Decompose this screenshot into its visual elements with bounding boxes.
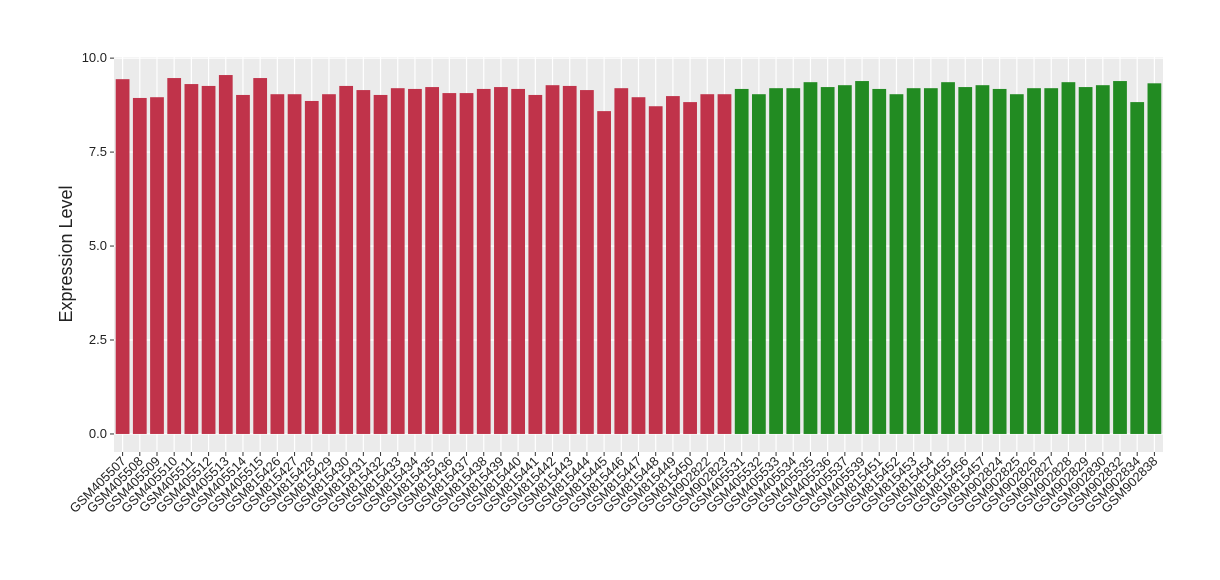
bar: [218, 75, 233, 434]
y-tick-label: 7.5: [89, 144, 107, 159]
bar: [511, 88, 526, 434]
bar: [992, 88, 1007, 434]
bar: [1061, 82, 1076, 434]
bar: [1130, 102, 1145, 434]
bar: [236, 94, 250, 434]
bar: [855, 81, 869, 434]
bar: [476, 88, 491, 434]
bar: [304, 100, 319, 434]
bar: [132, 97, 147, 434]
bar: [253, 78, 268, 434]
bar: [889, 94, 904, 434]
bar: [373, 94, 388, 434]
bar: [1095, 85, 1110, 434]
bar: [751, 94, 766, 434]
y-axis-title: Expression Level: [56, 185, 76, 322]
bar: [769, 88, 783, 434]
bar: [356, 90, 371, 434]
y-tick-label: 0.0: [89, 426, 107, 441]
bar: [390, 88, 405, 434]
bar: [580, 90, 594, 434]
bar: [717, 94, 732, 434]
bar: [958, 87, 973, 434]
bar: [1113, 81, 1127, 434]
bar: [167, 78, 182, 434]
bar: [648, 106, 663, 434]
bar: [700, 94, 715, 434]
bar: [1009, 94, 1024, 434]
bar: [322, 94, 336, 434]
bar: [528, 94, 543, 434]
y-tick-label: 2.5: [89, 332, 107, 347]
bar: [666, 96, 680, 434]
y-tick-label: 5.0: [89, 238, 107, 253]
bar: [614, 88, 629, 434]
bar: [184, 84, 199, 434]
bar: [201, 85, 216, 434]
bar: [786, 88, 801, 434]
bar: [820, 87, 835, 434]
bar: [683, 102, 697, 434]
bar: [115, 79, 130, 434]
bar: [408, 88, 422, 434]
bar: [287, 94, 302, 434]
bar: [442, 93, 457, 434]
bar: [1147, 83, 1162, 434]
bar: [270, 94, 285, 434]
bar: [459, 93, 474, 434]
bar: [872, 88, 887, 434]
bar: [906, 88, 921, 434]
bar: [837, 85, 852, 434]
y-tick-label: 10.0: [82, 50, 107, 65]
bar: [545, 85, 560, 434]
bar: [941, 82, 955, 434]
bar: [150, 97, 164, 434]
bar: [1078, 87, 1093, 434]
bar: [631, 97, 646, 434]
bar: [975, 85, 990, 434]
bar: [494, 87, 508, 434]
bar: [803, 82, 818, 434]
bar: [1044, 88, 1059, 434]
bar: [597, 111, 611, 434]
bar: [562, 85, 577, 434]
bar: [923, 88, 938, 434]
bar: [425, 87, 440, 434]
bar: [1027, 88, 1041, 434]
bar: [339, 85, 354, 434]
bar: [734, 88, 749, 434]
